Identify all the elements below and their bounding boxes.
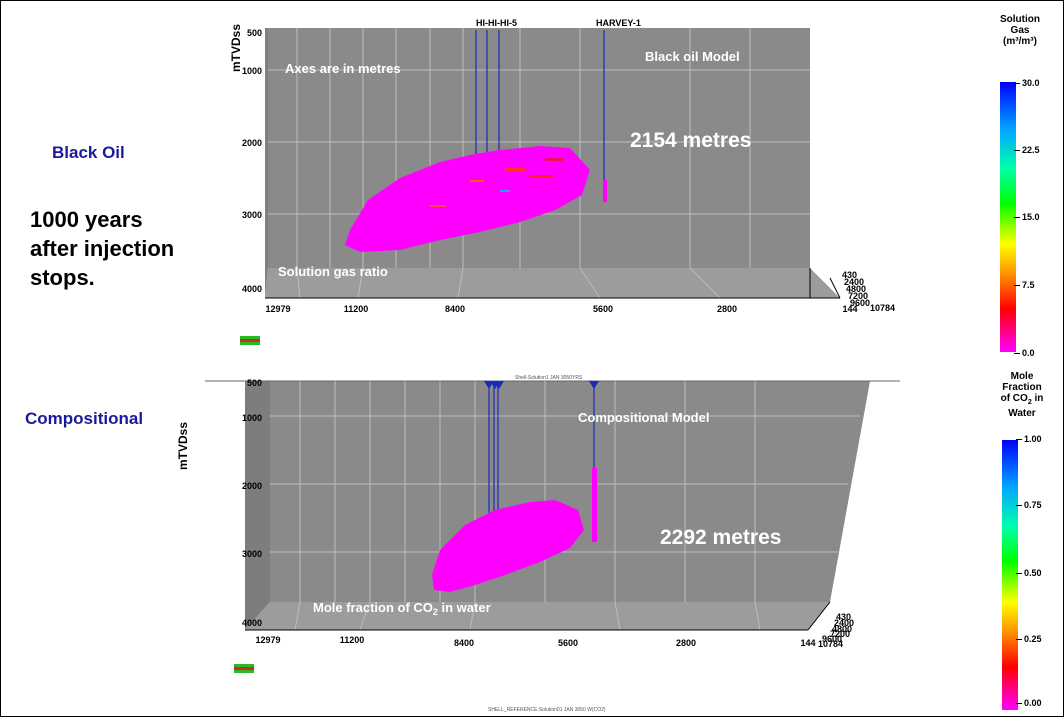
top-depth-tick-label: 4800 [846,284,866,294]
top-mini-legend-icon [240,336,260,345]
top-axes-note: Axes are in metres [285,61,401,76]
bottom-well-markers [484,381,599,389]
bottom-mini-legend-icon [234,664,254,673]
top-x-tick-label: 8400 [445,304,465,314]
bottom-legend-tick: 1.00 [1016,434,1042,444]
bottom-left-wall [245,381,270,630]
bottom-legend-tick: 0.25 [1016,634,1042,644]
time-note: 1000 years after injection stops. [30,205,174,292]
bottom-depth-tick-label: 10784 [818,639,843,649]
time-note-line2: after injection [30,236,175,261]
bottom-legend-colorbar [1002,440,1018,710]
bottom-depth-ticks: 430 2400 4800 7200 9600 10784 [818,612,854,649]
top-legend-colorbar [1000,82,1016,352]
top-legend-tick: 0.0 [1014,348,1035,358]
bottom-floor [245,602,830,630]
time-note-line1: 1000 years [30,207,143,232]
bottom-x-tick-label: 8400 [454,638,474,648]
bottom-wells [488,383,595,520]
top-legend-title: Solution Gas (m³/m³) [1000,14,1040,47]
bottom-y-tick-label: 3000 [242,549,262,559]
bottom-top-caption: Shell-Solution1 JAN 3050YRS [515,375,583,381]
bottom-x-tick-label: 11200 [340,635,365,645]
black-oil-label: Black Oil [52,143,125,162]
bottom-x-tick-label: 12979 [255,635,280,645]
top-property-label: Solution gas ratio [278,264,388,279]
bottom-y-tick-label: 1000 [242,413,262,423]
bottom-measure: 2292 metres [660,526,781,549]
top-depth-tick-label: 9600 [850,298,870,308]
top-y-ticks: 500 1000 2000 3000 4000 [242,28,262,294]
top-x-tick-label: 144 [842,304,857,314]
top-depth-tick-label: 10784 [870,303,895,313]
top-depth-ticks: 430 2400 4800 7200 9600 10784 [842,270,895,313]
bottom-legend-tick: 0.00 [1016,698,1042,708]
bottom-x-tick-label: 144 [800,638,815,648]
top-x-tick-label: 11200 [344,304,369,314]
top-measure: 2154 metres [630,129,751,152]
compositional-label: Compositional [25,409,144,428]
top-well-name: HI-HI-HI-5 [476,18,517,28]
bottom-legend-tick: 0.75 [1016,500,1042,510]
top-legend-tick: 15.0 [1014,212,1040,222]
top-x-ticks: 12979 11200 8400 5600 2800 144 [265,304,857,314]
bottom-y-ticks: 500 1000 2000 3000 4000 [242,378,262,628]
bottom-x-ticks: 12979 11200 8400 5600 2800 144 [255,635,815,648]
bottom-x-tick-label: 5600 [558,638,578,648]
top-y-tick-label: 3000 [242,210,262,220]
top-x-tick-label: 2800 [717,304,737,314]
bottom-depth-tick-label: 4800 [832,624,852,634]
top-legend-tick: 7.5 [1014,280,1035,290]
bottom-property-label: Mole fraction of CO2 in water [313,600,491,617]
top-well-name: HARVEY-1 [596,18,641,28]
top-depth-tick-label: 430 [842,270,857,280]
top-model-title: Black oil Model [645,49,740,64]
bottom-depth-tick-label: 430 [836,612,851,622]
bottom-depth-tick-label: 9600 [822,634,842,644]
bottom-legend-tick: 0.50 [1016,568,1042,578]
top-legend-tick: 22.5 [1014,145,1040,155]
top-left-wall [265,28,268,298]
top-plume [345,146,590,252]
top-x-tick-label: 12979 [265,304,290,314]
bottom-y-tick-label: 500 [247,378,262,388]
top-depth-tick-label: 7200 [848,291,868,301]
top-legend-tick: 30.0 [1014,78,1040,88]
bottom-depth-tick-label: 2400 [834,618,854,628]
bottom-back-wall [270,381,870,602]
top-y-tick-label: 1000 [242,66,262,76]
top-floor [265,268,840,298]
bottom-plume [432,500,584,592]
bottom-model-title: Compositional Model [578,410,709,425]
bottom-depth-tick-label: 7200 [830,629,850,639]
top-wells [475,30,605,180]
bottom-y-tick-label: 2000 [242,481,262,491]
top-y-tick-label: 500 [247,28,262,38]
bottom-legend-title: Mole Fraction of CO2 in Water [1000,371,1044,419]
top-plume-detail [430,158,563,207]
bottom-bottom-caption: SHELL_REFERENCE:Solution01 JAN 3050 W(CO… [488,707,606,713]
time-note-line3: stops. [30,265,95,290]
top-depth-tick-label: 2400 [844,277,864,287]
top-y-tick-label: 4000 [242,284,262,294]
top-y-tick-label: 2000 [242,138,262,148]
top-x-tick-label: 5600 [593,304,613,314]
bottom-y-tick-label: 4000 [242,618,262,628]
bottom-x-tick-label: 2800 [676,638,696,648]
